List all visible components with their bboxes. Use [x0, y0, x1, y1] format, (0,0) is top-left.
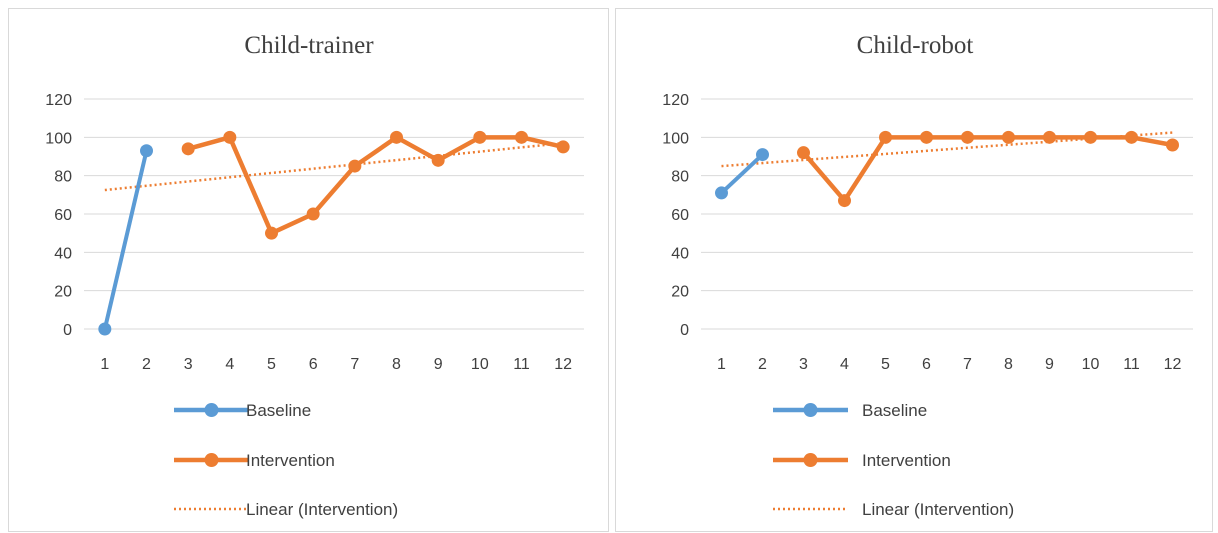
- legend-intervention-marker: [803, 453, 818, 467]
- baseline-line: [720, 153, 764, 195]
- x-tick-label: 11: [513, 356, 530, 373]
- legend-intervention: Intervention: [773, 451, 951, 470]
- y-tick-label: 20: [54, 284, 72, 301]
- intervention-point: [390, 130, 403, 144]
- x-tick-label: 9: [434, 356, 443, 373]
- legend-baseline-label: Baseline: [246, 401, 311, 420]
- y-tick-label: 20: [671, 284, 689, 301]
- y-tick-label: 40: [54, 245, 72, 262]
- legend-linear-intervention: Linear (Intervention): [773, 500, 1014, 519]
- legend-linear-intervention-label: Linear (Intervention): [862, 500, 1014, 519]
- intervention-point: [223, 130, 237, 144]
- intervention-point: [515, 130, 528, 144]
- x-tick-label: 3: [184, 356, 193, 373]
- baseline-point: [715, 186, 728, 200]
- y-tick-label: 0: [63, 322, 72, 339]
- x-tick-label: 12: [1164, 356, 1182, 373]
- y-tick-label: 80: [671, 169, 689, 186]
- y-tick-label: 0: [680, 322, 689, 339]
- y-tick-label: 120: [662, 92, 689, 109]
- y-tick-label: 40: [671, 245, 689, 262]
- legend-baseline: Baseline: [773, 401, 927, 420]
- x-tick-label: 8: [1004, 356, 1013, 373]
- legend-linear-intervention-label: Linear (Intervention): [246, 500, 398, 519]
- intervention-point: [348, 159, 362, 173]
- chart-title: Child-trainer: [244, 32, 374, 59]
- intervention-point: [556, 140, 570, 154]
- x-tick-label: 10: [471, 356, 489, 373]
- baseline-point: [98, 322, 112, 336]
- legend-baseline-marker: [204, 403, 219, 417]
- x-tick-label: 4: [225, 356, 234, 373]
- intervention-point: [1084, 130, 1097, 144]
- x-tick-label: 11: [1123, 356, 1140, 373]
- y-tick-label: 100: [45, 130, 72, 147]
- y-tick-label: 60: [54, 207, 72, 224]
- trendline-intervention: [104, 141, 564, 192]
- intervention-point: [1125, 130, 1138, 144]
- intervention-point: [265, 226, 278, 240]
- baseline-point: [756, 148, 769, 162]
- x-tick-label: 6: [309, 356, 318, 373]
- intervention-point: [1002, 130, 1015, 144]
- intervention-point: [838, 194, 851, 208]
- x-tick-label: 9: [1045, 356, 1054, 373]
- legend-intervention-label: Intervention: [862, 451, 951, 470]
- intervention-point: [306, 207, 320, 221]
- chart-panel-child-trainer: Child-trainer 0 20 40 60 80 100 120 1 2 3 4 5 6 7 8 9 10…: [8, 8, 609, 532]
- x-tick-label: 4: [840, 356, 849, 373]
- y-tick-label: 100: [662, 130, 689, 147]
- x-tick-label: 12: [554, 356, 572, 373]
- intervention-line: [801, 135, 1173, 203]
- x-tick-label: 6: [922, 356, 931, 373]
- intervention-line: [187, 135, 564, 236]
- intervention-point: [879, 130, 892, 144]
- intervention-point: [920, 130, 933, 144]
- intervention-point: [1166, 138, 1179, 152]
- y-tick-label: 80: [54, 169, 72, 186]
- chart-panel-child-robot: Child-robot 0 20 40 60 80 100 120 1 2 3 4 5 6 7 8 9 10 11…: [615, 8, 1213, 532]
- x-tick-label: 1: [100, 356, 109, 373]
- x-tick-label: 8: [392, 356, 401, 373]
- y-tick-label: 120: [45, 92, 72, 109]
- baseline-point: [140, 144, 153, 158]
- x-tick-label: 10: [1082, 356, 1100, 373]
- intervention-point: [473, 130, 487, 144]
- legend-baseline-marker: [803, 403, 818, 417]
- legend-intervention-marker: [204, 453, 219, 467]
- intervention-point: [961, 130, 974, 144]
- y-tick-label: 60: [671, 207, 689, 224]
- chart-title: Child-robot: [857, 32, 974, 59]
- x-tick-label: 5: [267, 356, 276, 373]
- legend-intervention-label: Intervention: [246, 451, 335, 470]
- x-tick-label: 3: [799, 356, 808, 373]
- legend-intervention: Intervention: [174, 451, 335, 470]
- legend-linear-intervention: Linear (Intervention): [174, 500, 398, 519]
- x-tick-label: 2: [758, 356, 767, 373]
- x-tick-label: 7: [963, 356, 972, 373]
- x-tick-label: 5: [881, 356, 890, 373]
- intervention-point: [797, 146, 810, 160]
- x-tick-label: 1: [717, 356, 726, 373]
- baseline-line: [102, 150, 149, 330]
- intervention-point: [181, 142, 195, 156]
- legend-baseline-label: Baseline: [862, 401, 927, 420]
- intervention-point: [1043, 130, 1056, 144]
- x-tick-label: 7: [350, 356, 359, 373]
- legend-baseline: Baseline: [174, 401, 311, 420]
- intervention-point: [431, 153, 445, 167]
- x-tick-label: 2: [142, 356, 151, 373]
